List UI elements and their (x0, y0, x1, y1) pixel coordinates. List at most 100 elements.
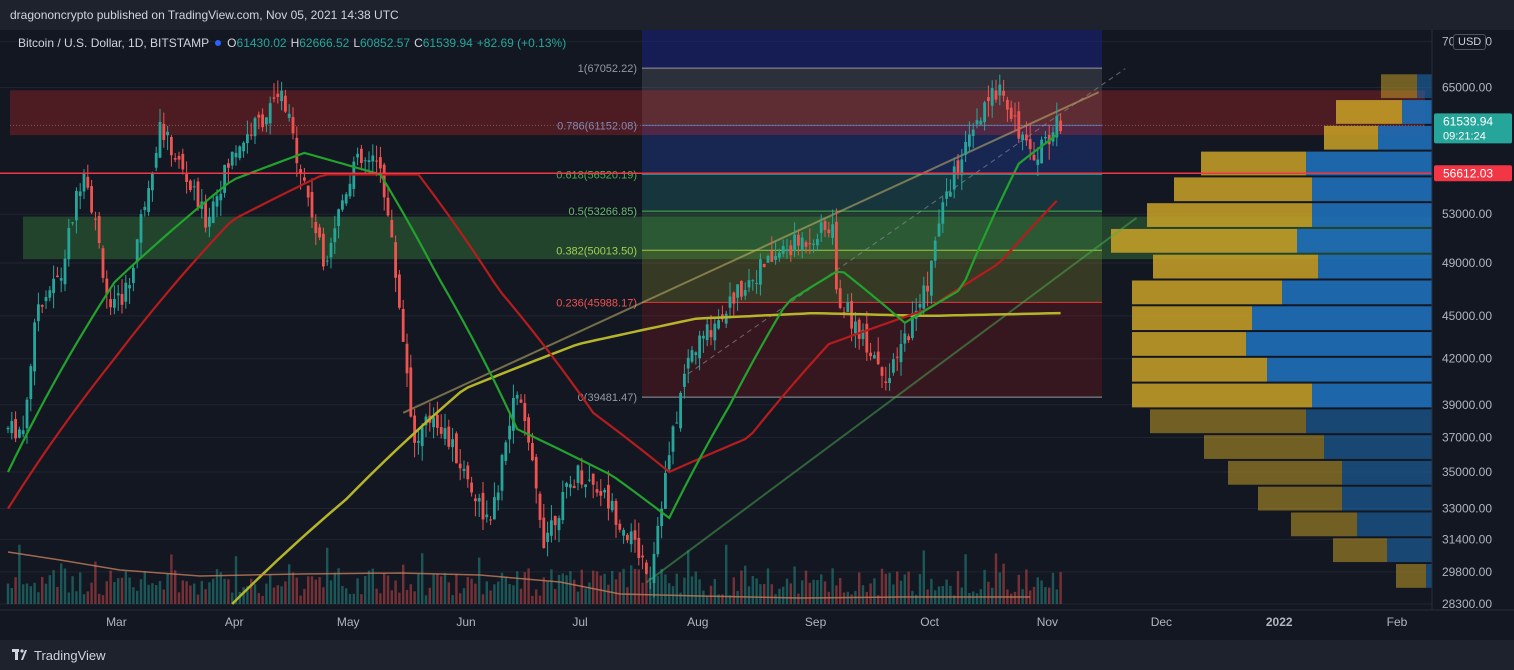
volume-bar-172 (660, 568, 663, 604)
volume-bar-266 (1017, 574, 1020, 604)
candle-body-45 (177, 156, 181, 160)
volume-bar-94 (364, 576, 367, 604)
candle-body-13 (56, 275, 59, 278)
price-tick-label-10: 31400.00 (1442, 532, 1492, 546)
candle-body-30 (120, 294, 124, 305)
vp-down-bar-17 (1357, 512, 1432, 537)
fib-band-1 (642, 125, 1102, 175)
candle-body-272 (1040, 139, 1043, 164)
candle-body-41 (162, 123, 166, 141)
volume-bar-225 (861, 585, 865, 604)
candle-body-237 (907, 336, 910, 341)
candle-body-218 (835, 221, 838, 290)
price-badge-label-1: 56612.03 (1443, 166, 1493, 180)
time-tick-label-4: Jul (572, 615, 587, 629)
open-label: O (227, 36, 237, 50)
candle-body-34 (135, 239, 139, 263)
volume-bar-241 (922, 550, 925, 604)
candle-body-127 (489, 519, 492, 521)
candle-body-186 (713, 323, 717, 341)
time-tick-label-2: May (337, 615, 360, 629)
candle-body-209 (800, 237, 804, 250)
candle-body-17 (71, 222, 74, 224)
volume-bar-72 (280, 586, 283, 604)
candle-body-61 (238, 146, 242, 159)
volume-bar-1 (10, 588, 13, 604)
volume-bar-55 (215, 569, 219, 604)
volume-bar-68 (265, 583, 268, 604)
volume-bar-42 (166, 573, 169, 604)
candle-body-123 (474, 498, 477, 502)
candle-body-173 (664, 472, 667, 509)
candle-body-76 (295, 137, 299, 164)
price-chart[interactable]: 1(67052.22) 0.786(61152.08) 0.618(56520.19… (0, 30, 1514, 640)
vp-up-bar-12 (1132, 383, 1312, 408)
volume-bar-272 (1040, 580, 1043, 604)
price-tick-label-6: 39000.00 (1442, 398, 1492, 412)
candle-body-115 (443, 428, 447, 439)
volume-bar-255 (975, 593, 979, 604)
volume-bar-150 (576, 591, 580, 604)
vp-down-bar-9 (1252, 306, 1432, 331)
currency-button[interactable]: USD (1453, 34, 1487, 50)
vp-up-bar-1 (1336, 100, 1402, 124)
volume-bar-212 (812, 579, 815, 604)
volume-bar-229 (877, 595, 880, 604)
volume-bar-171 (656, 576, 659, 604)
volume-bar-104 (402, 564, 405, 604)
candle-body-2 (14, 419, 17, 439)
candle-body-208 (797, 234, 800, 246)
volume-bar-174 (668, 583, 671, 604)
candle-body-93 (360, 148, 363, 163)
vp-up-bar-17 (1291, 512, 1357, 537)
candle-body-245 (937, 223, 941, 237)
volume-bar-101 (390, 590, 393, 604)
volume-bar-201 (770, 584, 773, 604)
vp-down-bar-15 (1342, 460, 1432, 485)
volume-bar-3 (18, 544, 21, 604)
volume-bar-277 (1059, 572, 1062, 604)
volume-bar-196 (751, 576, 754, 604)
candle-body-253 (968, 134, 971, 147)
fib-label-2: 0.618(56520.19) (556, 169, 637, 181)
candle-body-29 (116, 293, 120, 296)
bottom-bar: TradingView (0, 640, 1514, 670)
volume-bar-224 (858, 572, 861, 604)
volume-bar-66 (257, 593, 260, 604)
candle-body-11 (48, 290, 52, 298)
volume-bar-182 (698, 579, 701, 604)
vp-up-bar-19 (1396, 564, 1426, 588)
candle-body-172 (660, 508, 663, 527)
volume-bar-15 (63, 568, 67, 604)
candle-body-1 (10, 420, 14, 434)
volume-bar-232 (888, 572, 891, 604)
candle-body-175 (671, 426, 675, 452)
candle-body-67 (261, 114, 264, 128)
time-tick-label-6: Sep (805, 615, 827, 629)
candle-body-72 (280, 90, 283, 102)
fib-label-6: 0(39481.47) (578, 392, 637, 404)
high-value: 62666.52 (299, 36, 350, 50)
volume-bar-113 (436, 573, 439, 604)
vp-down-bar-5 (1312, 203, 1432, 227)
volume-bar-97 (375, 588, 378, 604)
candle-body-201 (770, 250, 774, 262)
volume-bar-106 (409, 584, 412, 604)
volume-bar-115 (443, 572, 447, 604)
vp-down-bar-7 (1318, 254, 1432, 279)
candle-body-92 (356, 153, 359, 158)
candle-body-200 (766, 255, 770, 263)
volume-bar-20 (82, 594, 86, 604)
volume-bar-157 (603, 573, 606, 604)
volume-bar-41 (162, 589, 165, 604)
volume-bar-257 (983, 569, 986, 604)
candle-body-138 (531, 443, 534, 461)
volume-bar-202 (774, 594, 777, 604)
volume-bar-209 (801, 580, 804, 604)
candle-body-195 (747, 280, 751, 288)
candle-body-221 (846, 302, 850, 312)
candle-body-94 (363, 160, 367, 162)
time-tick-label-9: Dec (1151, 615, 1172, 629)
candle-body-37 (147, 188, 150, 212)
candle-body-65 (253, 118, 257, 137)
